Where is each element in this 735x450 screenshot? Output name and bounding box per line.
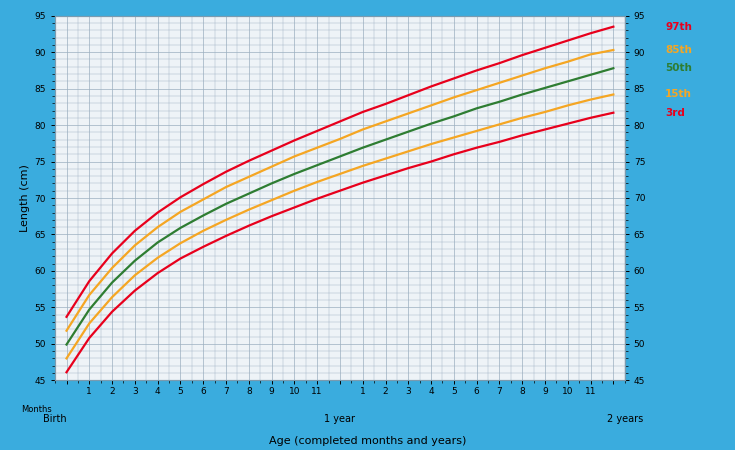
Text: 50th: 50th bbox=[665, 63, 692, 73]
Text: 15th: 15th bbox=[665, 90, 692, 99]
Text: 3rd: 3rd bbox=[665, 108, 685, 118]
Text: Months: Months bbox=[21, 405, 51, 414]
Y-axis label: Length (cm): Length (cm) bbox=[21, 164, 30, 232]
Text: 97th: 97th bbox=[665, 22, 692, 32]
Text: 2 years: 2 years bbox=[606, 414, 643, 424]
Text: Age (completed months and years): Age (completed months and years) bbox=[269, 436, 466, 446]
Text: Birth: Birth bbox=[43, 414, 67, 424]
Text: 85th: 85th bbox=[665, 45, 692, 55]
Text: 1 year: 1 year bbox=[324, 414, 356, 424]
